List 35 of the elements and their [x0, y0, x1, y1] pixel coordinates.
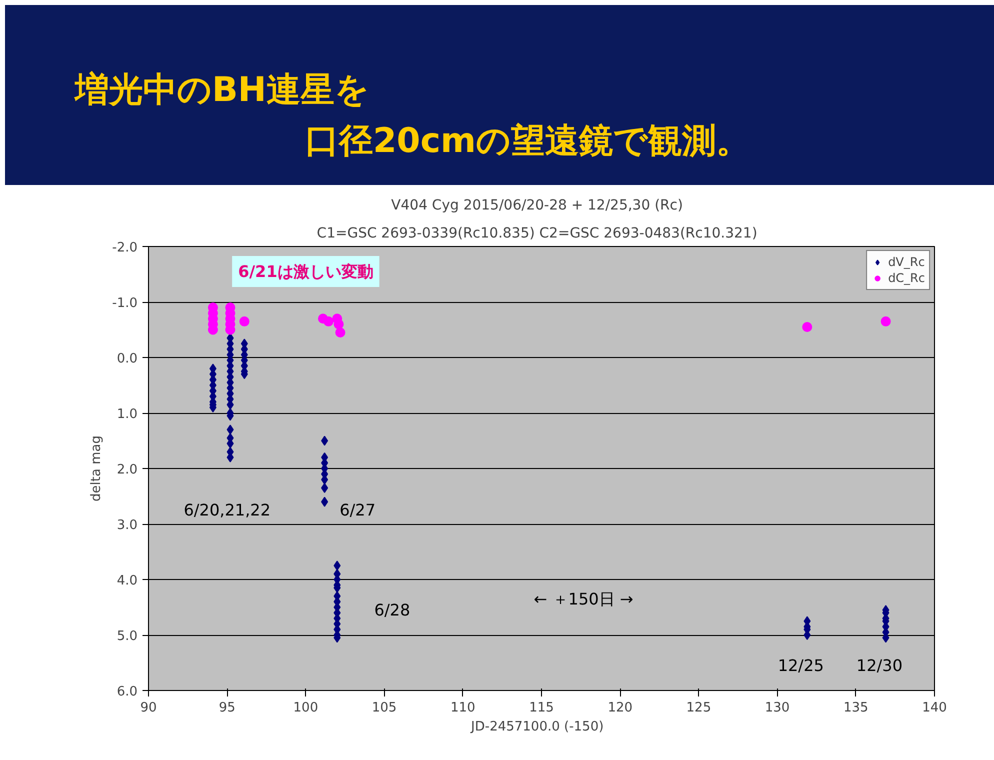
text: 増光中のBH連星を: [73, 69, 370, 112]
y-tick-label: 4.0: [116, 574, 138, 588]
legend-label: dV_Rc: [888, 255, 925, 269]
annotation: ← ＋150日 →: [534, 589, 634, 608]
y-tick-label: 6.0: [116, 684, 138, 700]
x-tick-label: 105: [372, 700, 397, 716]
x-axis-title: JD-2457100.0 (-150): [470, 720, 604, 734]
chart-title: V404 Cyg 2015/06/20-28 + 12/25,30 (Rc): [391, 198, 683, 214]
y-tick-label: 5.0: [116, 629, 138, 644]
annotation: 6/21は激しい変動: [238, 262, 374, 281]
y-tick-label: 2.0: [116, 462, 138, 478]
annotation: 12/30: [856, 656, 903, 676]
annotation: 6/27: [340, 500, 376, 520]
y-tick-label: -2.0: [112, 240, 138, 256]
y-tick-label: 1.0: [116, 407, 138, 422]
x-tick-label: 125: [686, 700, 712, 716]
x-tick-label: 130: [764, 700, 790, 716]
x-tick-label: 110: [450, 700, 476, 716]
x-tick-label: 100: [293, 700, 318, 716]
x-tick-label: 90: [140, 700, 157, 716]
y-axis-title: delta mag: [89, 436, 104, 502]
x-tick-label: 120: [608, 700, 633, 716]
text: 口径20cmの望遠鏡で観測。: [304, 120, 750, 163]
x-tick-label: 140: [922, 700, 947, 716]
chart-subtitle: C1=GSC 2693-0339(Rc10.835) C2=GSC 2693-0483(Rc10.321): [316, 226, 758, 242]
y-tick-label: 3.0: [116, 518, 138, 533]
x-tick-label: 95: [218, 700, 236, 716]
x-tick-label: 115: [529, 700, 554, 716]
x-tick-label: 135: [843, 700, 868, 716]
y-tick-label: 0.0: [116, 352, 138, 366]
annotation: 6/20,21,22: [184, 500, 271, 520]
annotation: 6/28: [374, 600, 410, 620]
annotation: 12/25: [778, 656, 824, 676]
y-tick-label: -1.0: [112, 296, 138, 311]
legend-label: dC_Rc: [888, 271, 925, 285]
